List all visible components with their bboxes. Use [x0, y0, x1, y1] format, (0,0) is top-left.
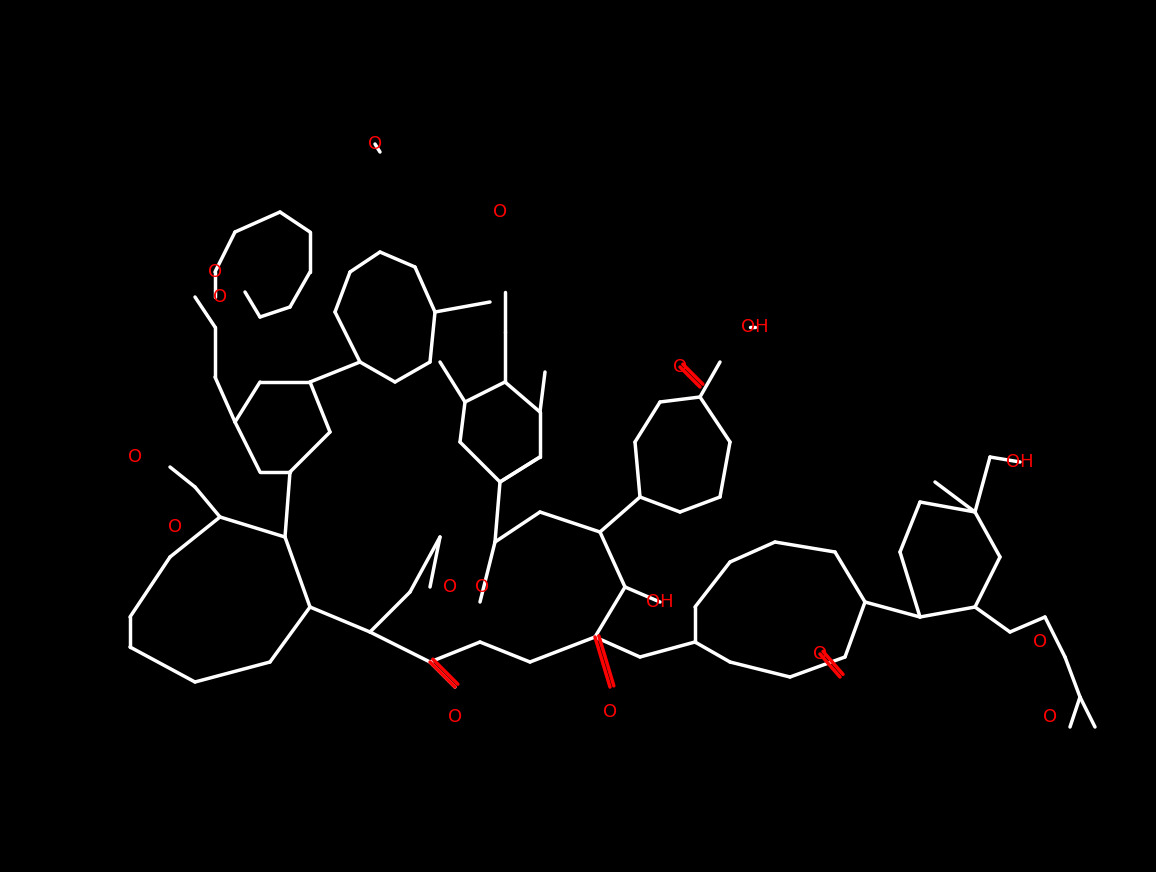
Text: O: O: [673, 358, 687, 376]
Text: O: O: [492, 203, 507, 221]
Text: O: O: [603, 703, 617, 721]
Text: O: O: [213, 288, 227, 306]
Text: OH: OH: [646, 593, 674, 611]
Text: O: O: [447, 708, 462, 726]
Text: O: O: [1043, 708, 1057, 726]
Text: O: O: [1033, 633, 1047, 651]
Text: O: O: [208, 263, 222, 281]
Text: OH: OH: [1006, 453, 1033, 471]
Text: O: O: [128, 448, 142, 466]
Text: O: O: [475, 578, 489, 596]
Text: O: O: [368, 135, 383, 153]
Text: O: O: [168, 518, 181, 536]
Text: O: O: [813, 645, 827, 663]
Text: OH: OH: [741, 318, 769, 336]
Text: O: O: [443, 578, 457, 596]
